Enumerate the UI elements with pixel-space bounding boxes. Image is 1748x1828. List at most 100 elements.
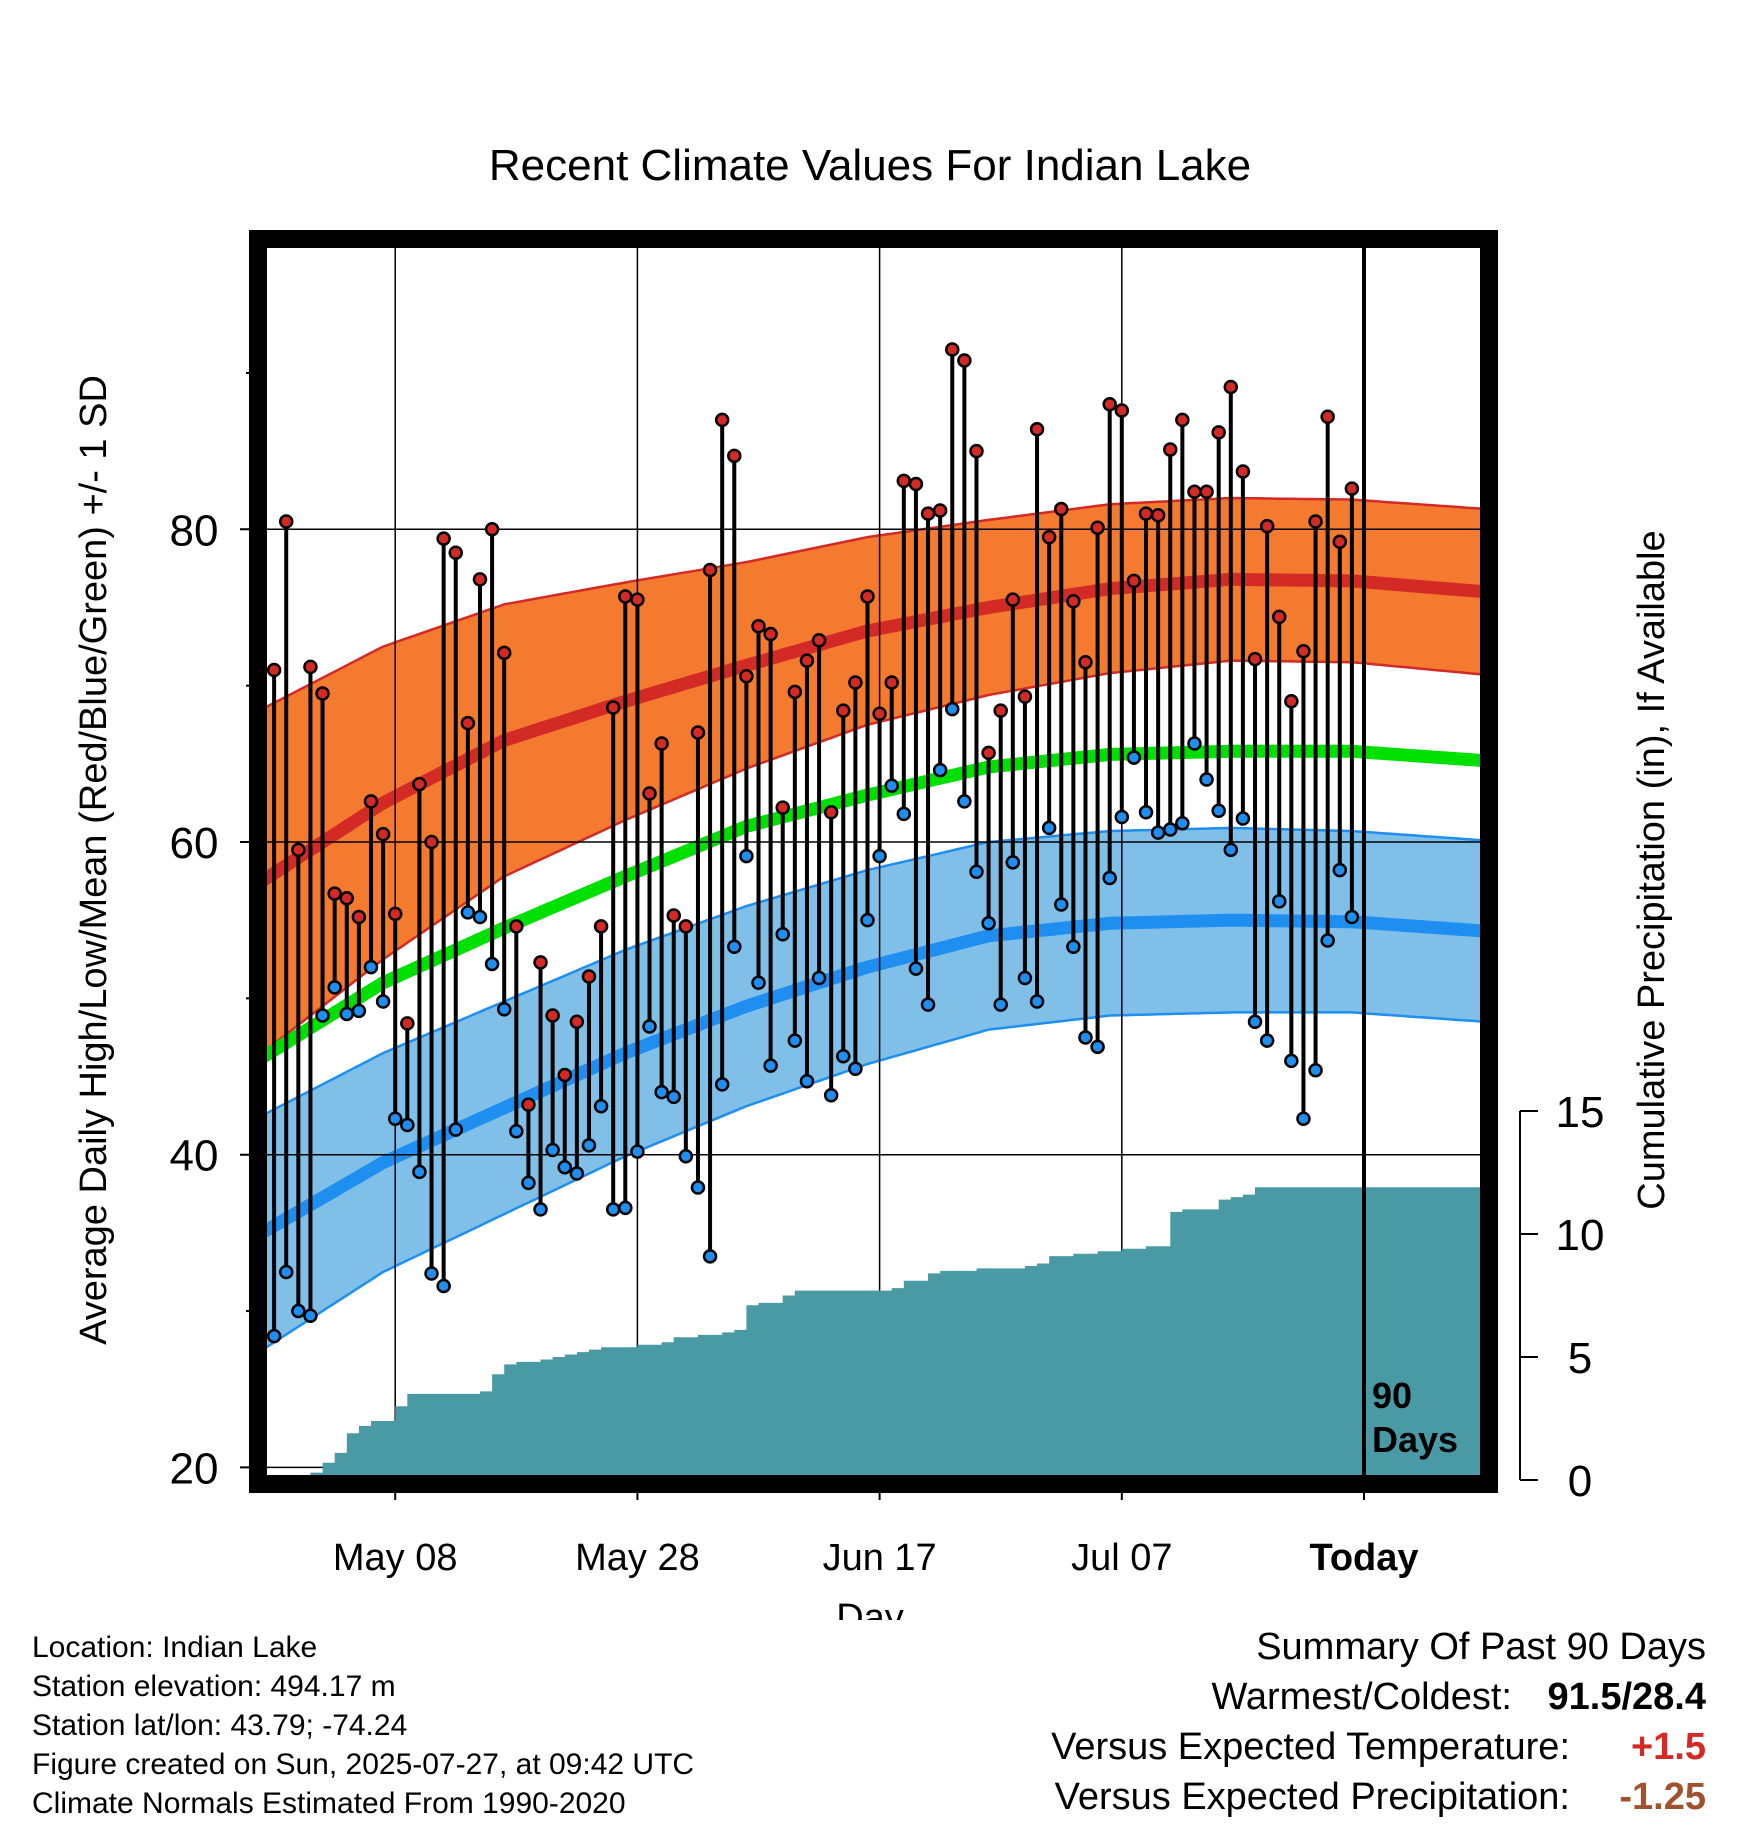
precipitation-step-area — [310, 1187, 1480, 1475]
low-point — [690, 1180, 706, 1195]
high-point — [775, 800, 790, 815]
high-point — [1041, 529, 1057, 545]
high-point — [339, 891, 355, 906]
high-point — [860, 589, 875, 604]
low-point — [811, 970, 827, 986]
high-point — [666, 908, 681, 923]
low-point — [630, 1144, 645, 1159]
high-point — [1066, 593, 1081, 609]
high-point — [400, 1016, 415, 1031]
low-point — [823, 1088, 839, 1103]
low-point — [981, 916, 996, 931]
low-point — [509, 1123, 524, 1139]
location-text: Location: Indian Lake — [32, 1631, 318, 1664]
high-point — [1199, 484, 1214, 500]
low-point — [1320, 933, 1335, 948]
high-mean-line — [267, 572, 1480, 886]
high-point — [509, 919, 524, 934]
high-point — [787, 684, 803, 700]
low-point — [375, 994, 391, 1009]
low-sd-lower-edge — [267, 1011, 1480, 1349]
high-point — [387, 906, 403, 922]
low-point — [969, 864, 984, 879]
high-point — [1078, 654, 1093, 670]
summary-panel: Summary Of Past 90 Days Warmest/Coldest:… — [1051, 1622, 1706, 1822]
low-point — [908, 961, 924, 976]
low-point — [1187, 736, 1202, 751]
y-tick-label: 80 — [170, 506, 219, 555]
high-point — [1223, 379, 1239, 395]
high-point — [1320, 409, 1335, 424]
low-point — [496, 1002, 512, 1017]
low-point — [714, 1077, 730, 1092]
low-point — [1163, 822, 1178, 837]
y-tick-label: 40 — [170, 1132, 219, 1181]
high-point — [351, 909, 367, 925]
high-point — [678, 919, 694, 934]
low-point — [1066, 939, 1081, 955]
y2-tick-label: 5 — [1568, 1334, 1592, 1383]
low-point — [472, 909, 488, 925]
high-point — [1284, 694, 1299, 709]
high-point — [872, 706, 887, 722]
plot-frame — [249, 230, 1498, 1493]
low-point — [593, 1098, 609, 1114]
x-tick-label: May 08 — [333, 1537, 458, 1579]
high-point — [727, 448, 742, 464]
daily-points — [266, 342, 1360, 1344]
low-point — [1259, 1033, 1275, 1048]
low-point — [618, 1200, 633, 1216]
high-point — [266, 662, 282, 678]
high-point — [1235, 464, 1251, 479]
elevation-text: Station elevation: 494.17 m — [32, 1670, 396, 1703]
low-point — [400, 1117, 415, 1133]
high-point — [521, 1097, 536, 1112]
low-point — [1041, 820, 1057, 836]
low-point — [545, 1142, 560, 1158]
temp-row: Versus Expected Temperature: +1.5 — [1051, 1722, 1706, 1772]
low-point — [278, 1264, 294, 1280]
high-point — [848, 675, 863, 690]
high-point — [1163, 442, 1178, 457]
high-point — [630, 592, 645, 607]
low-point — [1078, 1030, 1093, 1045]
high-point — [957, 353, 972, 368]
high-point — [605, 700, 621, 715]
high-point — [763, 626, 778, 642]
low-point — [920, 997, 936, 1012]
extremes-row: Warmest/Coldest: 91.5/28.4 — [1051, 1672, 1706, 1722]
low-point — [1175, 815, 1190, 831]
low-point — [533, 1202, 548, 1217]
y2-tick-label: 10 — [1556, 1211, 1605, 1260]
axes: 20 40 60 80 May 08 May 28 Jun 17 Jul 07 Today 0 5 1… — [170, 230, 1605, 1579]
low-point — [424, 1266, 439, 1281]
low-point — [848, 1061, 863, 1076]
low-point — [1054, 897, 1069, 912]
high-point — [896, 473, 912, 489]
low-point — [787, 1033, 803, 1048]
high-point — [291, 842, 306, 858]
low-point — [1005, 855, 1021, 870]
high-point — [642, 786, 657, 801]
today-days-label-line2: Days — [1372, 1419, 1458, 1460]
low-point — [1138, 805, 1154, 820]
high-point — [472, 572, 488, 587]
today-days-label-line1: 90 — [1372, 1375, 1412, 1416]
high-point — [908, 476, 924, 492]
extremes-value: 91.5/28.4 — [1547, 1676, 1706, 1718]
low-point — [1332, 862, 1348, 878]
y2-axis-label: Cumulative Precipitation (in), If Availa… — [1631, 530, 1673, 1209]
low-point — [303, 1308, 318, 1323]
high-point — [1029, 421, 1045, 437]
high-point — [799, 653, 815, 668]
low-point — [678, 1149, 694, 1164]
low-point — [327, 980, 342, 995]
high-point — [1344, 481, 1360, 496]
high-point — [884, 675, 899, 690]
low-point — [1102, 870, 1117, 886]
extremes-label: Warmest/Coldest: — [1211, 1676, 1512, 1718]
high-point — [1150, 507, 1166, 523]
low-point — [315, 1008, 330, 1023]
high-point — [460, 715, 476, 731]
y2-tick-label: 0 — [1568, 1457, 1592, 1506]
